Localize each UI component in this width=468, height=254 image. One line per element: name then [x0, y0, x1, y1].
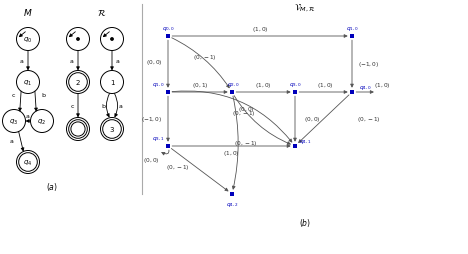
Circle shape: [30, 110, 53, 133]
Text: c: c: [70, 104, 74, 108]
Circle shape: [111, 39, 113, 41]
Circle shape: [66, 71, 89, 94]
Text: $q_{4,2}$: $q_{4,2}$: [226, 201, 238, 209]
Circle shape: [101, 71, 124, 94]
Text: a: a: [26, 114, 30, 119]
Text: $(0,-1)$: $(0,-1)$: [166, 163, 190, 172]
Text: $(1,0)$: $(1,0)$: [374, 81, 390, 90]
Text: b: b: [41, 93, 45, 98]
Text: $(0,-1)$: $(0,-1)$: [232, 109, 256, 118]
Text: $(1,0)$: $(1,0)$: [223, 149, 240, 158]
Text: a: a: [70, 59, 74, 64]
Text: a: a: [20, 59, 24, 64]
Text: 3: 3: [110, 126, 114, 133]
Text: $q_0$: $q_0$: [23, 35, 33, 44]
Text: $\mathcal{V}_{M,\mathcal{R}}$: $\mathcal{V}_{M,\mathcal{R}}$: [294, 2, 316, 13]
Circle shape: [66, 28, 89, 51]
Circle shape: [16, 151, 39, 174]
Circle shape: [101, 28, 124, 51]
Text: $q_{2,0}$: $q_{2,0}$: [227, 81, 240, 89]
Text: $(0,-1)$: $(0,-1)$: [193, 53, 217, 62]
Text: $q_2$: $q_2$: [37, 117, 46, 126]
Text: b: b: [101, 104, 105, 108]
Text: $q_{3,0}$: $q_{3,0}$: [289, 81, 301, 89]
Text: 2: 2: [76, 80, 80, 86]
Text: $(1,0)$: $(1,0)$: [252, 25, 268, 34]
Text: $(0,-1)$: $(0,-1)$: [357, 115, 381, 124]
Circle shape: [101, 118, 124, 141]
Text: $(0,-1)$: $(0,-1)$: [234, 139, 258, 148]
Text: $q_1$: $q_1$: [23, 78, 33, 87]
Circle shape: [66, 118, 89, 141]
Text: $(-1,0)$: $(-1,0)$: [358, 60, 380, 69]
Text: $q_4$: $q_4$: [23, 158, 33, 167]
Text: $(-1,0)$: $(-1,0)$: [141, 115, 163, 124]
Text: a: a: [119, 104, 123, 108]
Text: $(0,1)$: $(0,1)$: [192, 81, 208, 90]
Text: $q_{1,0}$: $q_{1,0}$: [152, 81, 165, 89]
Text: $q_{0,0}$: $q_{0,0}$: [161, 25, 175, 33]
Text: c: c: [11, 93, 15, 98]
Text: $q_{1,0}$: $q_{1,0}$: [345, 25, 358, 33]
Circle shape: [2, 110, 25, 133]
Text: $(1,0)$: $(1,0)$: [317, 81, 334, 90]
Circle shape: [77, 39, 79, 41]
Text: $(0,0)$: $(0,0)$: [143, 156, 159, 165]
Text: $M$: $M$: [23, 7, 33, 19]
Text: $(1,0)$: $(1,0)$: [255, 81, 272, 90]
Text: $(a)$: $(a)$: [46, 180, 58, 192]
Text: $q_{3,1}$: $q_{3,1}$: [153, 135, 165, 142]
Text: $(0,0)$: $(0,0)$: [146, 58, 162, 67]
Text: a: a: [10, 138, 14, 144]
Text: $q_3$: $q_3$: [9, 117, 19, 126]
Text: 1: 1: [110, 80, 114, 86]
Text: a: a: [116, 59, 120, 64]
Circle shape: [16, 28, 39, 51]
Text: $q_{4,0}$: $q_{4,0}$: [359, 84, 372, 92]
Text: $q_{4,1}$: $q_{4,1}$: [299, 138, 312, 146]
Circle shape: [16, 71, 39, 94]
Text: $(0,0)$: $(0,0)$: [238, 105, 255, 114]
Text: $(0,0)$: $(0,0)$: [304, 115, 320, 124]
Text: $(b)$: $(b)$: [299, 216, 311, 228]
Text: $\mathcal{R}$: $\mathcal{R}$: [97, 7, 107, 19]
